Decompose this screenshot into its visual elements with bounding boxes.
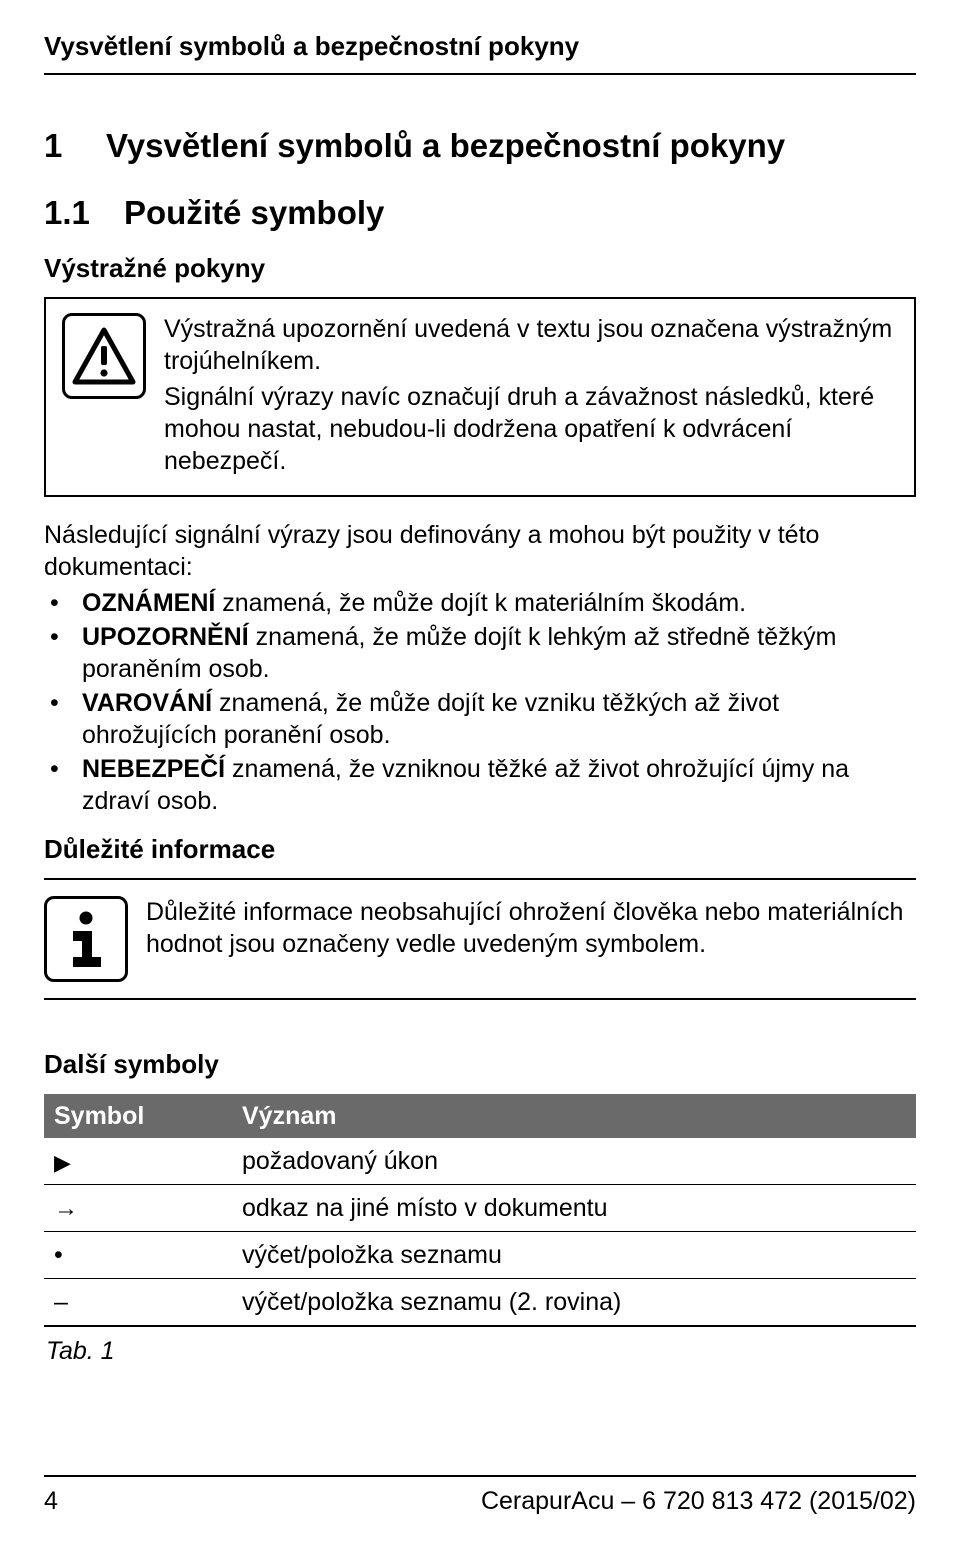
important-info-title: Důležité informace xyxy=(44,833,916,866)
symbol-required-action-icon: ▶ xyxy=(54,1150,71,1175)
warning-callout: Výstražná upozornění uvedená v textu jso… xyxy=(44,297,916,497)
info-callout: Důležité informace neobsahující ohrožení… xyxy=(44,878,916,1000)
term-caution: UPOZORNĚNÍ xyxy=(82,623,249,651)
page-number: 4 xyxy=(44,1485,58,1517)
heading-2: 1.1Použité symboly xyxy=(44,192,916,234)
table-row: – výčet/položka seznamu (2. rovina) xyxy=(44,1279,916,1327)
term-danger: NEBEZPEČÍ xyxy=(82,755,225,783)
page-footer: 4 CerapurAcu – 6 720 813 472 (2015/02) xyxy=(44,1475,916,1539)
heading-1-number: 1 xyxy=(44,125,106,167)
heading-2-text: Použité symboly xyxy=(124,194,384,231)
table-header-meaning: Význam xyxy=(242,1100,906,1132)
term-notice: OZNÁMENÍ xyxy=(82,589,215,617)
symbol-subbullet-desc: výčet/položka seznamu (2. rovina) xyxy=(242,1286,906,1318)
list-item: UPOZORNĚNÍ znamená, že může dojít k lehk… xyxy=(44,621,916,685)
table-row: ▶ požadovaný úkon xyxy=(44,1138,916,1185)
info-callout-text: Důležité informace neobsahující ohrožení… xyxy=(146,896,916,960)
warnings-title: Výstražné pokyny xyxy=(44,252,916,285)
table-header: Symbol Význam xyxy=(44,1094,916,1138)
running-head: Vysvětlení symbolů a bezpečnostní pokyny xyxy=(44,30,916,75)
symbol-required-action-desc: požadovaný úkon xyxy=(242,1145,906,1177)
signal-words-intro: Následující signální výrazy jsou definov… xyxy=(44,519,916,583)
table-row: • výčet/položka seznamu xyxy=(44,1232,916,1279)
list-item: OZNÁMENÍ znamená, že může dojít k materi… xyxy=(44,587,916,619)
symbol-bullet-desc: výčet/položka seznamu xyxy=(242,1239,906,1271)
symbols-table: Symbol Význam ▶ požadovaný úkon → odkaz … xyxy=(44,1094,916,1327)
symbol-subbullet-icon: – xyxy=(54,1288,68,1316)
warning-callout-text: Výstražná upozornění uvedená v textu jso… xyxy=(164,313,898,481)
heading-1: 1Vysvětlení symbolů a bezpečnostní pokyn… xyxy=(44,125,916,167)
list-item: NEBEZPEČÍ znamená, že vzniknou těžké až … xyxy=(44,753,916,817)
term-notice-desc: znamená, že může dojít k materiálním ško… xyxy=(215,589,746,617)
table-row: → odkaz na jiné místo v dokumentu xyxy=(44,1185,916,1232)
table-header-symbol: Symbol xyxy=(54,1100,242,1132)
other-symbols-title: Další symboly xyxy=(44,1048,916,1081)
symbol-crossref-desc: odkaz na jiné místo v dokumentu xyxy=(242,1192,906,1224)
heading-2-number: 1.1 xyxy=(44,192,124,234)
symbol-bullet-icon: • xyxy=(54,1241,63,1269)
term-warning: VAROVÁNÍ xyxy=(82,689,212,717)
signal-words-list: OZNÁMENÍ znamená, že může dojít k materi… xyxy=(44,587,916,817)
warning-triangle-icon xyxy=(62,313,146,399)
document-id: CerapurAcu – 6 720 813 472 (2015/02) xyxy=(481,1485,916,1517)
info-icon xyxy=(44,896,128,982)
warning-paragraph-1: Výstražná upozornění uvedená v textu jso… xyxy=(164,313,898,377)
symbol-crossref-icon: → xyxy=(54,1195,78,1222)
heading-1-text: Vysvětlení symbolů a bezpečnostní pokyny xyxy=(106,127,785,164)
list-item: VAROVÁNÍ znamená, že může dojít ke vznik… xyxy=(44,687,916,751)
table-caption: Tab. 1 xyxy=(44,1327,916,1367)
warning-paragraph-2: Signální výrazy navíc označují druh a zá… xyxy=(164,381,898,477)
